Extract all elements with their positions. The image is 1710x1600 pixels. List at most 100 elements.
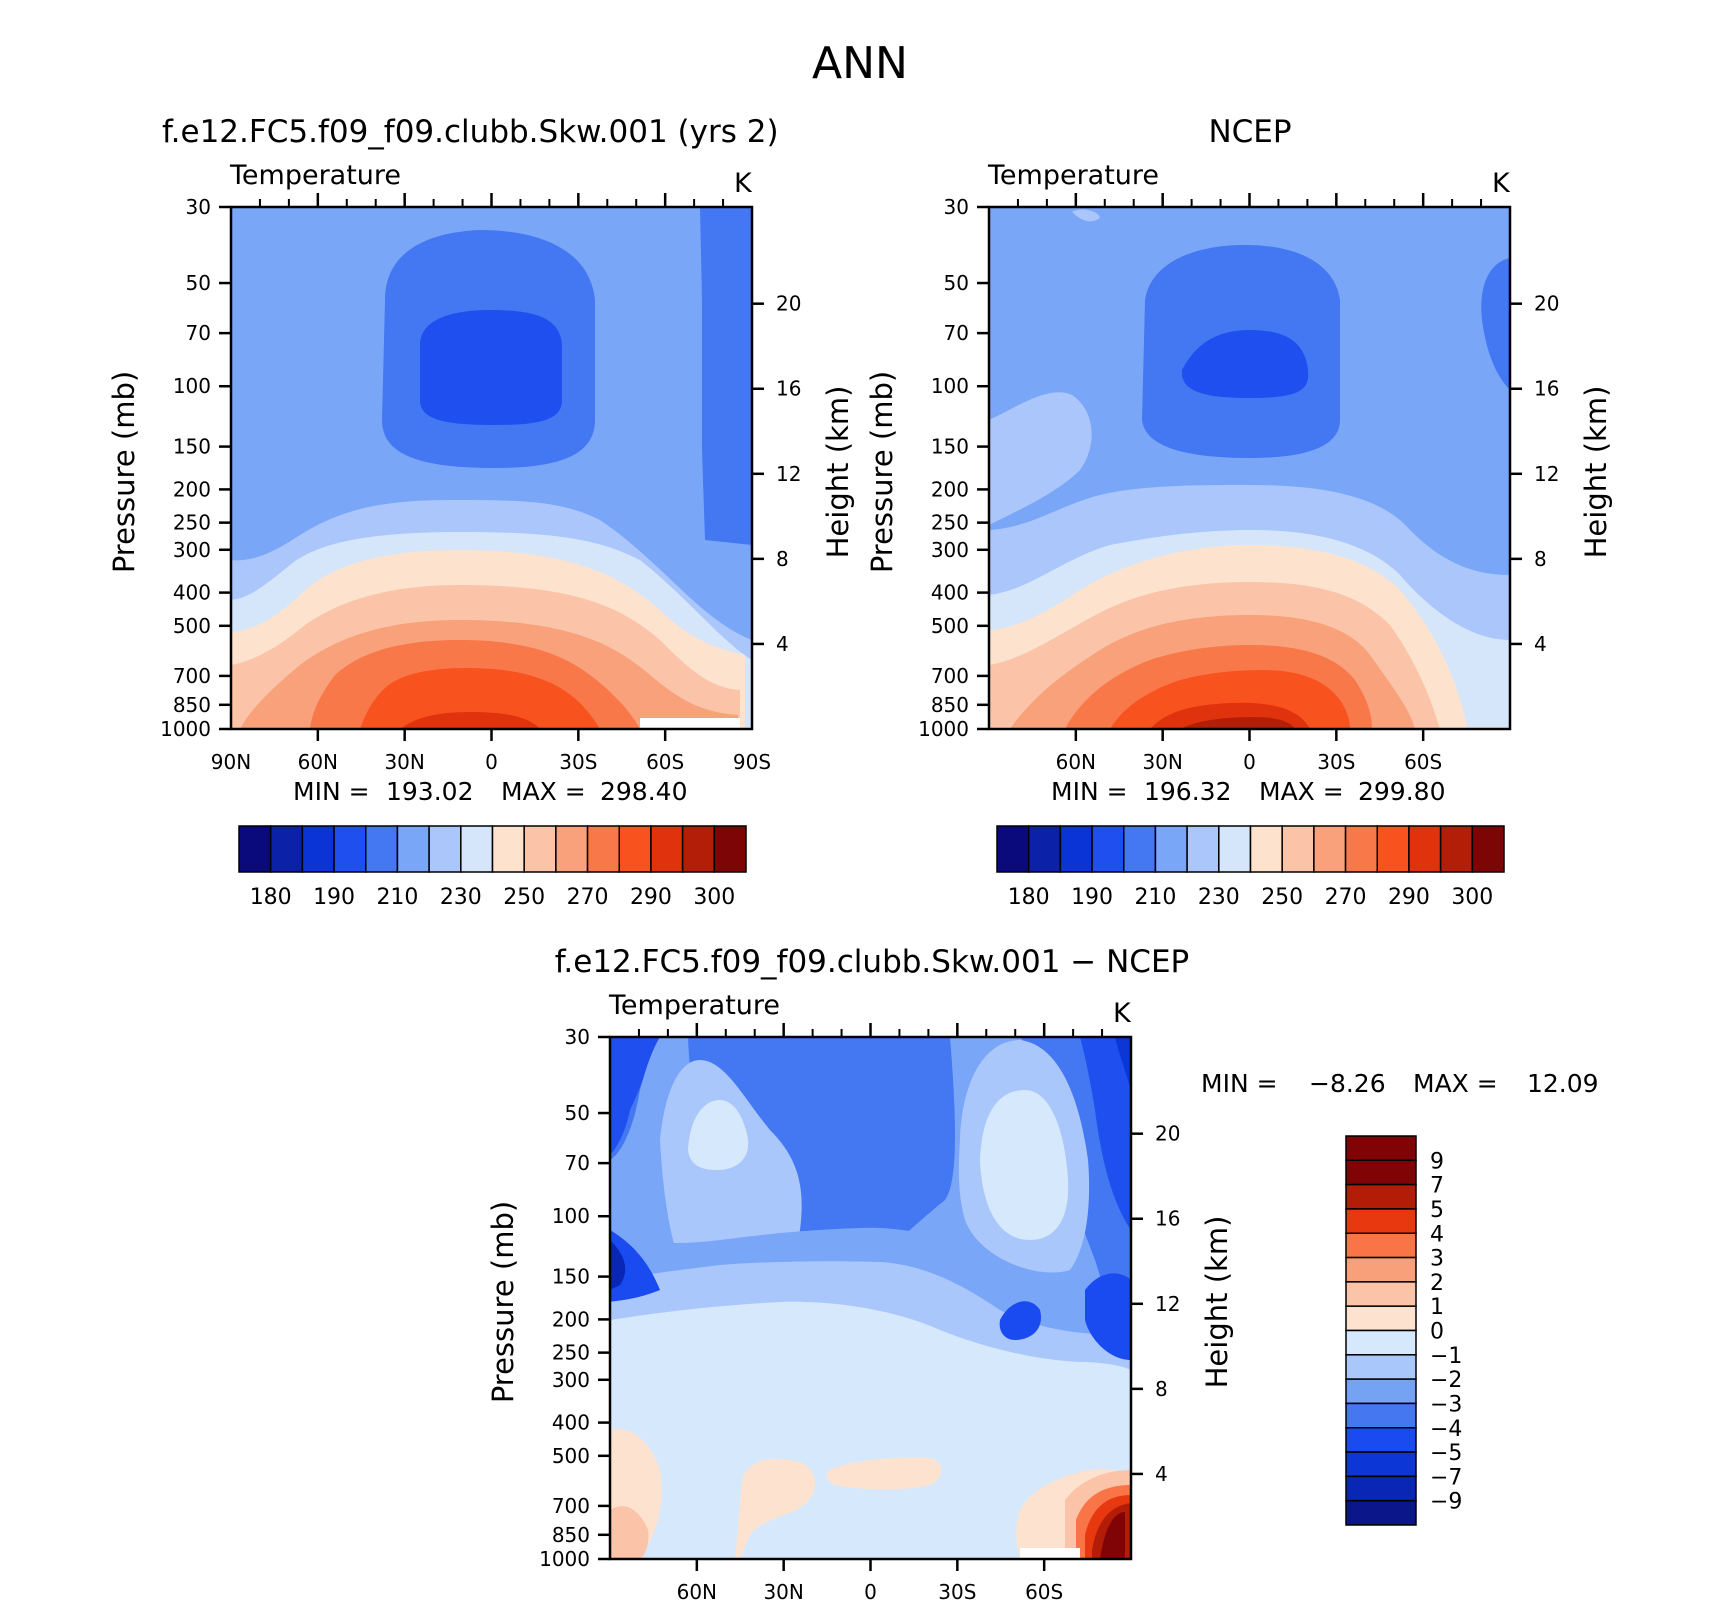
x-tick-label: 90N (211, 750, 251, 774)
height-tick-label: 8 (1534, 547, 1547, 571)
contour-fill (1080, 1037, 1131, 1230)
contour-field (231, 207, 752, 729)
y-tick-label: 500 (552, 1444, 590, 1468)
y-tick-label: 250 (173, 511, 211, 535)
x-tick-label: 0 (485, 750, 498, 774)
y-tick-label: 200 (552, 1307, 590, 1331)
y-tick-label: 50 (565, 1101, 590, 1125)
colorbar-box (238, 825, 272, 873)
y-tick-label: 30 (565, 1025, 590, 1049)
variable-label: Temperature (608, 990, 780, 1021)
colorbar-box (1027, 825, 1062, 873)
x-tick-label: 60S (646, 750, 684, 774)
colorbar-label: 1 (1430, 1295, 1444, 1320)
colorbar-label: 210 (1134, 885, 1176, 910)
variable-label: Temperature (987, 160, 1159, 191)
contour-fill (1181, 330, 1309, 398)
x-tick-label: 0 (864, 1580, 877, 1600)
height-tick-label: 16 (1534, 377, 1559, 401)
panel-title: NCEP (1208, 114, 1291, 150)
contour-fill (735, 1459, 815, 1559)
x-tick-label: 30N (384, 750, 424, 774)
colorbar-box (333, 825, 367, 873)
panel-model: f.e12.FC5.f09_f09.clubb.Skw.001 (yrs 2) … (107, 114, 855, 910)
y-tick-label: 150 (173, 435, 211, 459)
height-tick-label: 16 (1155, 1207, 1180, 1231)
max-label: MAX = (501, 777, 586, 806)
colorbar-box (1345, 1378, 1417, 1405)
ylabel-right: Height (km) (1200, 1216, 1234, 1389)
contour-field (610, 1037, 1131, 1559)
colorbar-box (586, 825, 620, 873)
contour-fill (420, 310, 562, 425)
x-tick-label: 60N (298, 750, 338, 774)
y-tick-label: 100 (931, 374, 969, 398)
colorbar-box (1345, 1183, 1417, 1210)
y-tick-label: 100 (173, 374, 211, 398)
contour-fill (360, 668, 600, 729)
colorbar-box (1471, 825, 1505, 873)
ylabel-left: Pressure (mb) (486, 1201, 520, 1403)
colorbar-label: −3 (1430, 1392, 1462, 1417)
colorbar-label: 190 (1071, 885, 1113, 910)
colorbar-box (1439, 825, 1474, 873)
colorbar-label: −1 (1430, 1344, 1462, 1369)
x-axis: 90N 60N 30N 0 30S 60S 90S (211, 193, 771, 774)
colorbar-box (1345, 1475, 1417, 1502)
x-tick-label: 30S (938, 1580, 976, 1600)
height-tick-label: 4 (1534, 632, 1547, 656)
contour-fill (989, 392, 1092, 525)
y-tick-label: 30 (944, 195, 969, 219)
colorbar-box (618, 825, 652, 873)
colorbar-box (1186, 825, 1220, 873)
colorbar-label: 210 (376, 885, 418, 910)
x-tick-label: 30N (763, 1580, 803, 1600)
height-tick-label: 20 (1155, 1122, 1180, 1146)
max-value: 298.40 (600, 777, 687, 806)
ylabel-left: Pressure (mb) (865, 371, 899, 573)
colorbar-box (460, 825, 494, 873)
colorbar: 180 190 210 230 250 270 290 300 (996, 825, 1505, 910)
colorbar-label: 300 (693, 885, 735, 910)
y-tick-label: 300 (931, 538, 969, 562)
colorbar-label: −9 (1430, 1490, 1462, 1515)
contour-field (989, 207, 1510, 729)
y-tick-label: 150 (552, 1265, 590, 1289)
height-tick-label: 8 (776, 547, 789, 571)
colorbar-box (1345, 1329, 1417, 1356)
x-tick-label: 60N (677, 1580, 717, 1600)
colorbar-label: −7 (1430, 1465, 1462, 1490)
colorbar-box (1313, 825, 1347, 873)
min-value: 196.32 (1144, 777, 1231, 806)
colorbar-label: 270 (1325, 885, 1367, 910)
colorbar-label: 290 (630, 885, 672, 910)
colorbar-box (1345, 1281, 1417, 1307)
colorbar-box (1218, 825, 1252, 873)
colorbar-box (396, 825, 430, 873)
colorbar-label: 230 (440, 885, 482, 910)
contour-fill (610, 1506, 649, 1559)
ylabel-right: Height (km) (1579, 386, 1613, 559)
colorbar: 180 190 210 230 250 270 290 300 (238, 825, 747, 910)
panel-title: f.e12.FC5.f09_f09.clubb.Skw.001 (yrs 2) (162, 114, 779, 150)
contour-fill (1180, 717, 1295, 729)
colorbar-box (1091, 825, 1125, 873)
y-tick-label: 30 (186, 195, 211, 219)
height-tick-label: 8 (1155, 1377, 1168, 1401)
colorbar-box (1059, 825, 1093, 873)
colorbar-box (491, 825, 525, 873)
y-tick-label: 70 (186, 321, 211, 345)
y-tick-label: 1000 (918, 717, 969, 741)
y-tick-label: 300 (552, 1368, 590, 1392)
y-tick-label: 500 (931, 614, 969, 638)
y-tick-label: 50 (944, 271, 969, 295)
colorbar-label: 230 (1198, 885, 1240, 910)
colorbar-label: 2 (1430, 1271, 1444, 1296)
y-tick-label: 850 (552, 1523, 590, 1547)
y-tick-label: 400 (931, 581, 969, 605)
y-tick-label: 150 (931, 435, 969, 459)
contour-fill (610, 1230, 660, 1302)
colorbar-box (523, 825, 557, 873)
max-value: 299.80 (1358, 777, 1445, 806)
